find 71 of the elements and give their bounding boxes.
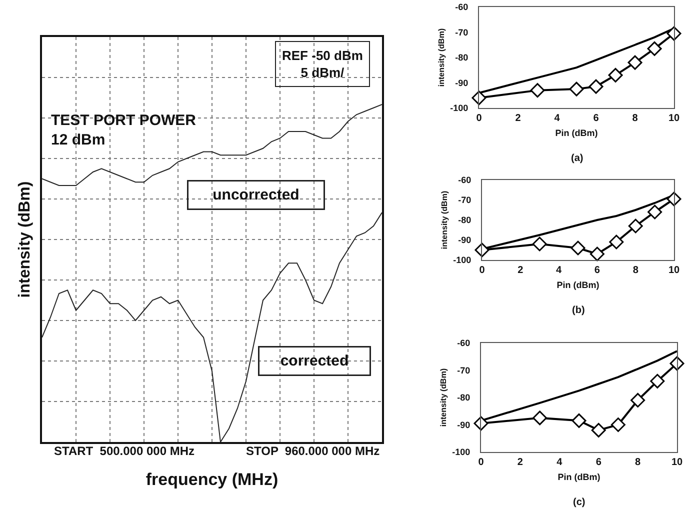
point <box>474 242 490 258</box>
x-tick-label: 8 <box>635 457 642 468</box>
x-tick-label: 6 <box>594 265 600 276</box>
x-tick-label: 10 <box>668 113 680 124</box>
point <box>590 246 604 262</box>
point <box>628 55 642 70</box>
x-axis-title: frequency (MHz) <box>146 470 278 489</box>
y-tick-label: -70 <box>458 195 472 206</box>
point <box>569 82 584 96</box>
y-tick-label: -80 <box>455 52 468 63</box>
y-tick-label: -80 <box>458 215 472 226</box>
y-tick-label: -70 <box>455 27 468 38</box>
x-tick-label: 2 <box>518 265 524 276</box>
x-tick-label: 8 <box>632 113 638 124</box>
point <box>650 374 665 388</box>
y-tick-label: -100 <box>453 255 472 266</box>
y-tick-label: -60 <box>457 338 470 348</box>
point <box>591 422 606 438</box>
x-tick-label: 4 <box>556 457 563 468</box>
x-axis-title: Pin (dBm) <box>556 280 600 290</box>
text: REF -50 dBm 5 dBm/ <box>282 48 363 80</box>
annotation: TEST PORT POWER 12 dBm <box>51 112 196 148</box>
x-tick-label: 8 <box>632 265 639 276</box>
point <box>530 83 545 98</box>
y-tick-label: -100 <box>452 447 470 458</box>
text: STOP 960.000 000 MHz <box>246 444 380 458</box>
point <box>647 41 662 56</box>
x-tick-label: 0 <box>478 457 484 468</box>
point <box>630 392 646 408</box>
text: (c) <box>573 497 586 508</box>
x-tick-label: 4 <box>554 113 560 124</box>
point <box>570 240 586 256</box>
x-tick-label: 10 <box>671 457 683 468</box>
x-tick-label: 2 <box>517 457 524 468</box>
point <box>609 234 624 250</box>
point <box>628 218 643 234</box>
x-tick-label: 6 <box>596 457 602 468</box>
y-axis-title: intensity (dBm) <box>436 28 446 87</box>
y-tick-label: -60 <box>458 175 472 186</box>
point <box>666 26 682 41</box>
x-tick-label: 0 <box>479 265 486 276</box>
y-tick-label: -100 <box>450 103 468 114</box>
point <box>572 413 586 428</box>
y-tick-label: -90 <box>458 235 472 246</box>
y-tick-label: -70 <box>457 365 470 376</box>
y-axis-title: intensity (dBm) <box>438 368 448 427</box>
y-axis-title: intensity (dBm) <box>16 181 34 298</box>
x-axis-title: Pin (dBm) <box>558 472 600 482</box>
text: (a) <box>571 153 584 164</box>
y-tick-label: -90 <box>457 420 470 430</box>
series-label: corrected <box>280 352 349 370</box>
x-tick-label: 10 <box>668 265 680 276</box>
text: (b) <box>572 305 585 316</box>
text: START 500.000 000 MHz <box>54 444 195 458</box>
x-tick-label: 2 <box>515 113 522 124</box>
point <box>648 204 662 220</box>
point <box>666 192 682 206</box>
point <box>532 236 547 252</box>
text: uncorrected <box>212 186 300 204</box>
y-tick-label: -90 <box>455 78 468 88</box>
x-tick-label: 6 <box>593 113 600 124</box>
point <box>532 410 548 426</box>
point <box>608 68 623 82</box>
x-axis-title: Pin (dBm) <box>555 128 598 138</box>
y-tick-label: -80 <box>457 392 470 403</box>
point <box>610 418 626 432</box>
y-axis-title: intensity (dBm) <box>440 190 449 250</box>
point <box>588 79 604 94</box>
x-tick-label: 0 <box>476 113 482 124</box>
y-tick-label: -60 <box>455 2 468 12</box>
x-tick-label: 4 <box>556 265 562 276</box>
